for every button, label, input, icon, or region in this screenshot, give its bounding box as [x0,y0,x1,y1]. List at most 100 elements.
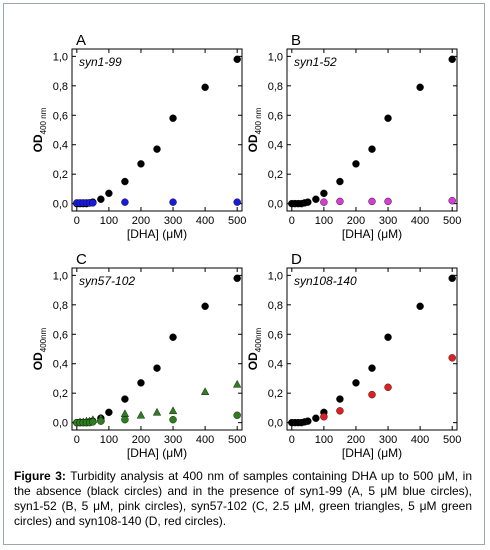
x-tick-label: 300 [164,434,182,446]
point [153,364,161,372]
y-axis-label-main: OD [31,134,45,152]
x-tick-label: 100 [315,434,333,446]
x-tick-label: 400 [411,215,429,227]
x-tick-label: 0 [74,434,80,446]
x-tick-label: 300 [379,215,397,227]
plot-frame [286,267,458,431]
y-tick-label: 0,8 [53,81,68,93]
panel-letter: B [291,32,301,49]
panel-letter: D [291,251,302,268]
chart-grid: 0 100 200 300 400 500 0,0 0,2 0,4 0,6 0,8 1,0 [DHA] … [31,32,461,460]
y-axis-label-main: OD [31,352,45,370]
point [368,364,376,372]
y-tick-label: 0,0 [268,418,283,430]
point [168,406,178,415]
point [89,199,97,207]
y-axis-label: OD400 nm [31,107,48,152]
panel: 0 100 200 300 400 500 0,0 0,2 0,4 0,6 0,8 1,0 [DHA] … [31,251,246,460]
point [448,196,456,205]
x-axis-label: [DHA] (μM) [127,227,187,241]
x-tick-label: 400 [411,434,429,446]
point [233,411,241,419]
point [368,197,376,206]
point [352,379,360,387]
x-tick-label: 0 [289,434,295,446]
y-tick-label: 0,6 [268,329,283,341]
point [97,195,105,203]
point [153,145,161,153]
point [152,407,162,416]
point [233,55,241,64]
y-axis-label: OD400nm [246,327,263,370]
y-axis-label-sub: 400 nm [254,107,263,134]
y-tick-label: 1,0 [53,270,68,282]
panel: 0 100 200 300 400 500 0,0 0,2 0,4 0,6 0,8 1,0 [DHA] … [246,32,461,241]
y-axis-label-main: OD [246,134,260,152]
point [169,415,177,424]
point [105,189,113,198]
point [97,417,105,425]
point [304,417,312,425]
point [368,145,376,153]
point [201,302,209,310]
point [89,418,97,426]
y-tick-label: 0,2 [53,169,68,181]
point [336,407,344,415]
y-tick-label: 0,2 [268,169,283,181]
point [368,390,376,399]
x-tick-label: 200 [347,215,365,227]
y-tick-label: 0,2 [268,388,283,400]
point [312,195,320,203]
point [320,413,328,421]
x-tick-label: 100 [100,215,118,227]
y-axis-label-sub: 400nm [39,327,48,352]
point [336,197,344,206]
point [233,274,241,283]
point [448,274,456,283]
point [312,414,320,422]
point [137,160,145,168]
point [384,383,392,391]
point [336,395,344,403]
x-tick-label: 400 [196,215,214,227]
point [169,333,177,341]
y-tick-label: 0,4 [53,140,68,152]
y-axis-label-sub: 400nm [254,327,263,352]
panel: 0 100 200 300 400 500 0,0 0,2 0,4 0,6 0,8 1,0 [DHA] … [246,251,461,460]
point [137,379,145,387]
plot-frame [286,48,458,212]
y-tick-label: 0,0 [53,199,68,211]
y-axis-label-main: OD [246,352,260,370]
plot-frame [71,48,243,212]
figure: 0 100 200 300 400 500 0,0 0,2 0,4 0,6 0,8 1,0 [DHA] … [3,3,485,545]
x-tick-label: 400 [196,434,214,446]
x-tick-label: 300 [164,215,182,227]
y-tick-label: 0,2 [53,388,68,400]
y-tick-label: 1,0 [268,51,283,63]
point [416,83,424,91]
point [233,198,241,206]
point [121,395,129,403]
point [169,198,177,206]
x-tick-label: 0 [289,215,295,227]
point [200,387,210,395]
x-tick-label: 0 [74,215,80,227]
x-tick-label: 200 [347,434,365,446]
panel: 0 100 200 300 400 500 0,0 0,2 0,4 0,6 0,8 1,0 [DHA] … [31,32,246,241]
point [352,160,360,168]
point [384,333,392,341]
y-axis-label-sub: 400 nm [39,107,48,134]
point [201,83,209,91]
x-tick-label: 100 [100,434,118,446]
x-tick-label: 500 [443,215,461,227]
y-tick-label: 0,0 [268,199,283,211]
caption-text: Turbidity analysis at 400 nm of samples … [14,469,473,528]
point [105,408,113,417]
point [136,410,146,419]
y-tick-label: 1,0 [268,270,283,282]
y-tick-label: 0,6 [53,329,68,341]
point [320,189,328,198]
x-tick-label: 300 [379,434,397,446]
y-tick-label: 0,8 [268,300,283,312]
panel-title: syn108-140 [294,274,357,288]
